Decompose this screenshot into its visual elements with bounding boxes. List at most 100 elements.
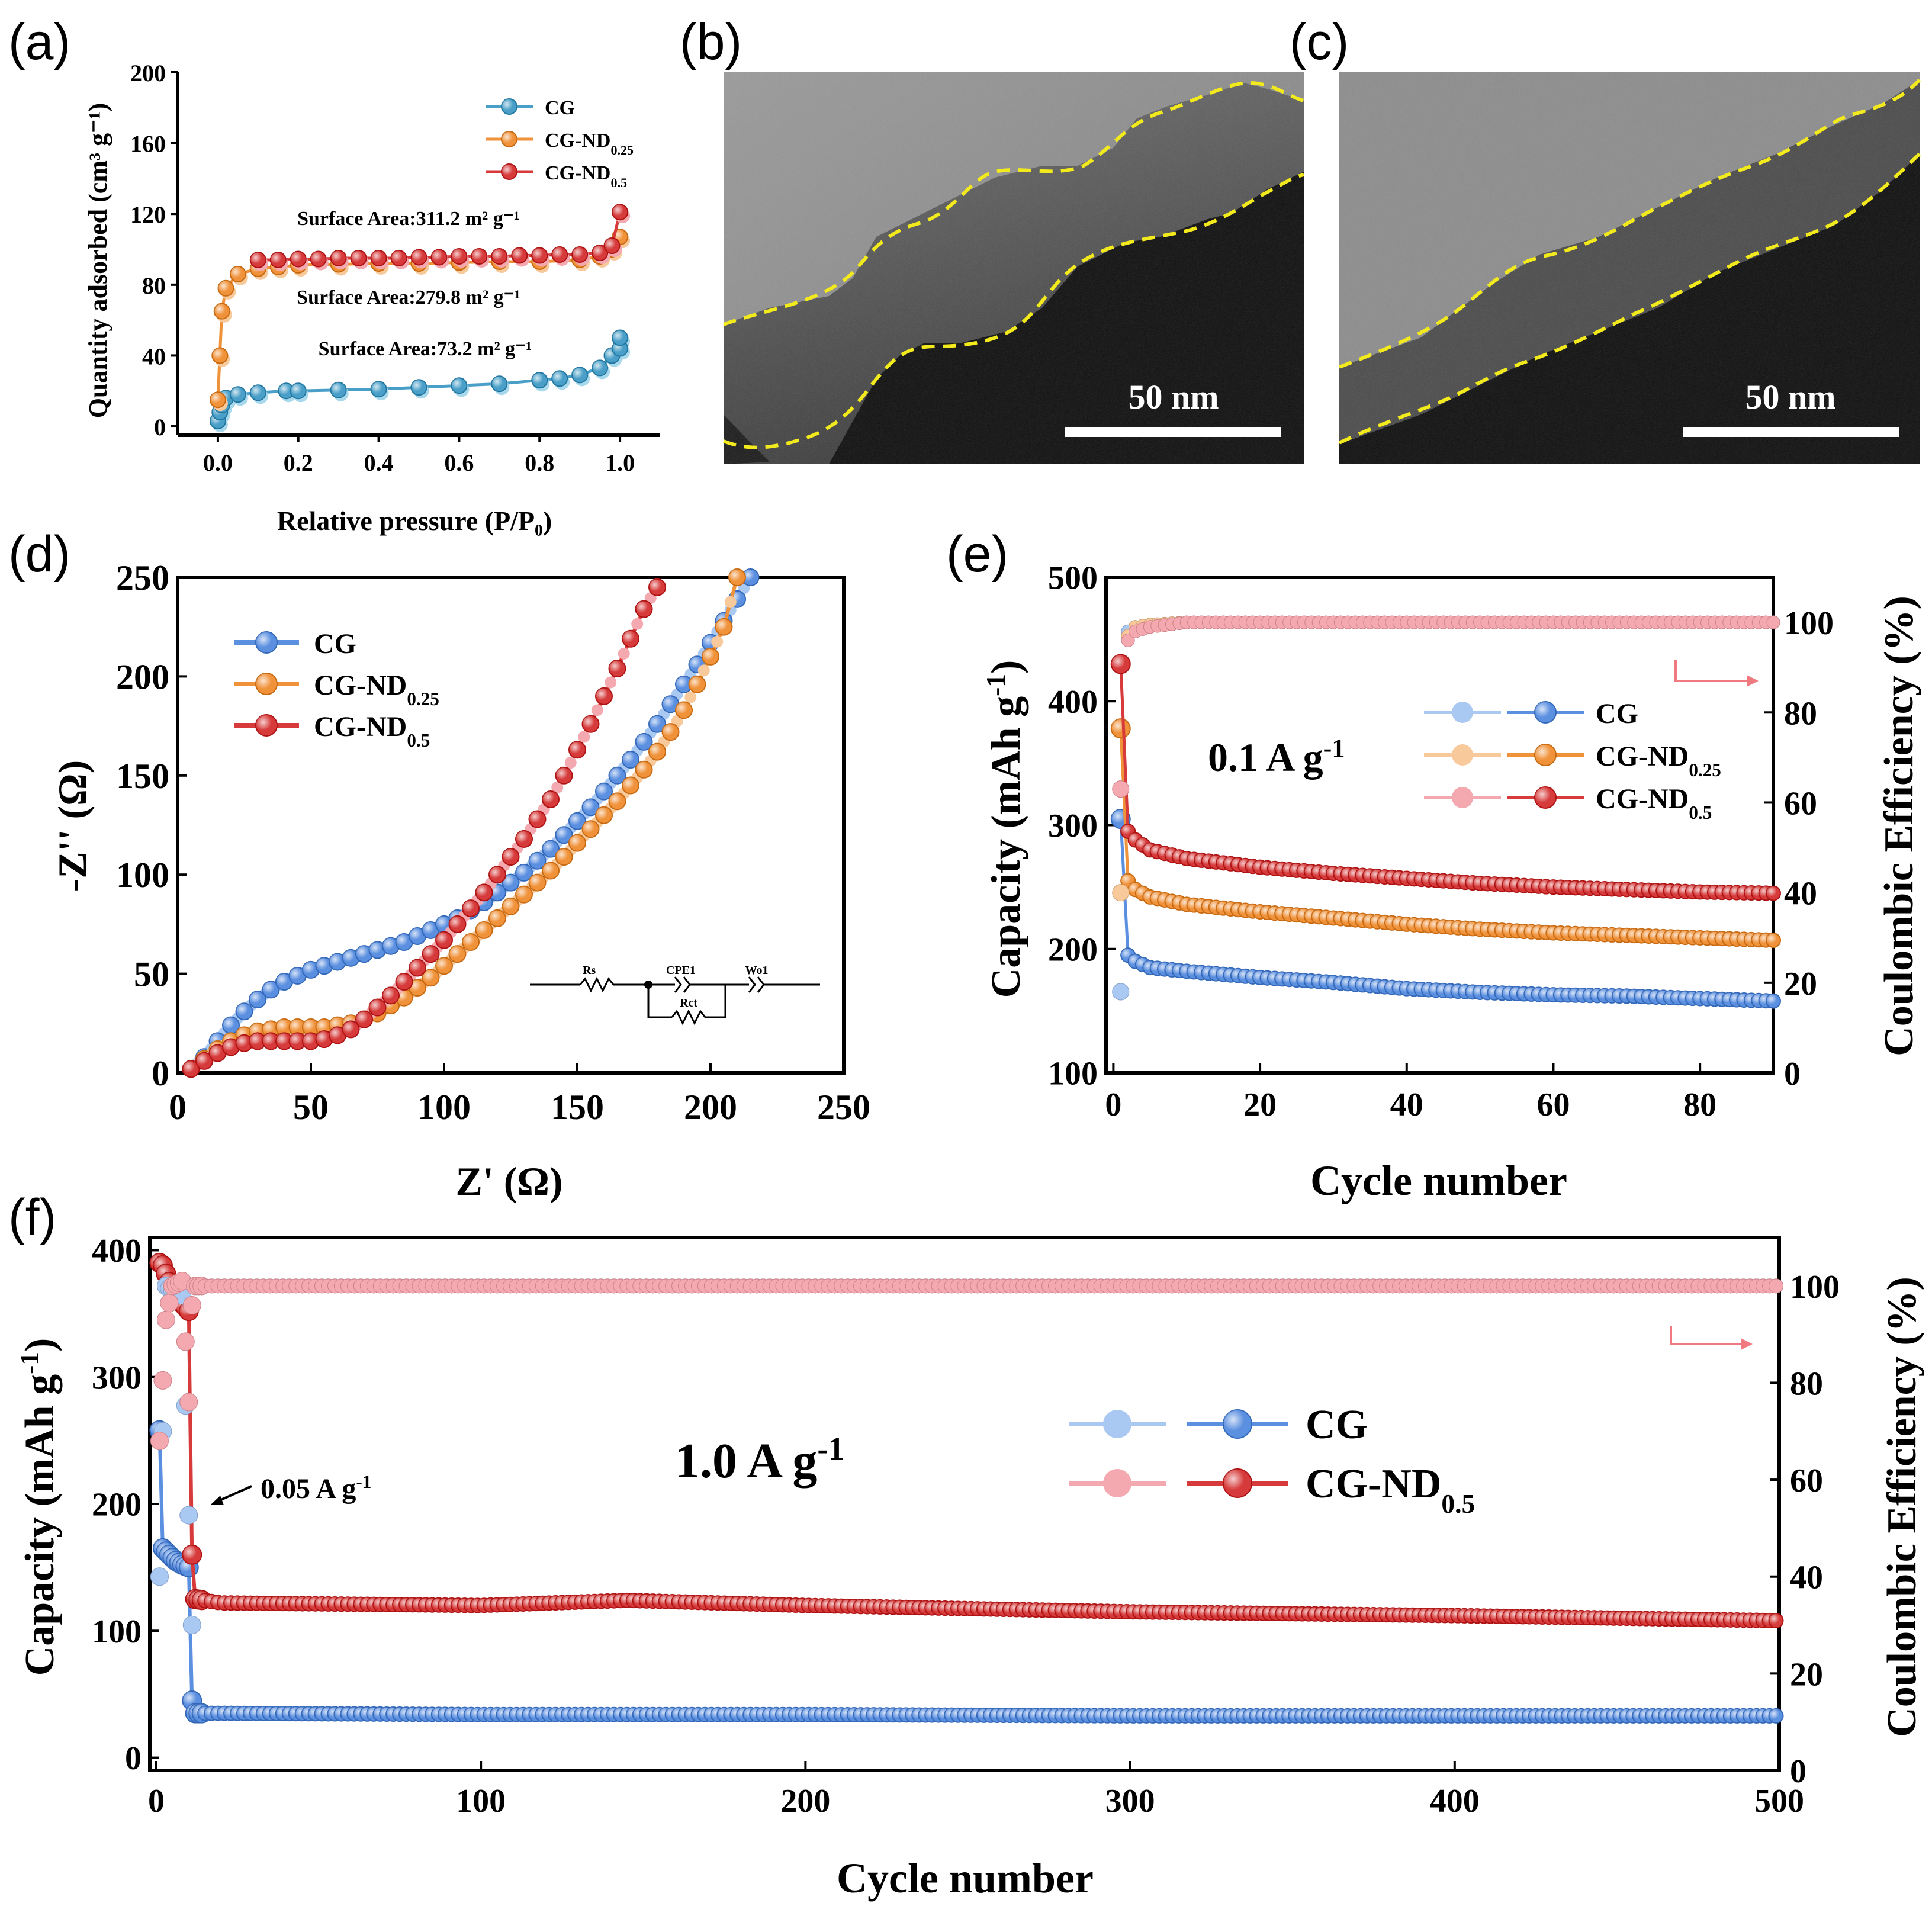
- series-marker: [491, 247, 508, 265]
- inset-label-rct: Rct: [680, 997, 697, 1010]
- panel-label-e: (e): [946, 526, 1008, 583]
- ce-marker: [160, 1293, 179, 1312]
- x-tick-label: 40: [1390, 1087, 1423, 1123]
- x-tick-label: 0.4: [364, 449, 394, 476]
- chart-e-cycling-0-1: 0 20 40 60 80 100 200 300 400 500 0 20 40 60 80 100 Cycl…: [981, 560, 1923, 1204]
- legend-marker: [1534, 701, 1557, 724]
- x-tick-label: 200: [684, 1088, 737, 1127]
- x-tick-label: 0.2: [284, 449, 313, 476]
- series-marker: [488, 866, 506, 884]
- series-marker: [475, 921, 493, 939]
- series-marker: [211, 347, 229, 364]
- y-tick-label: 400: [92, 1233, 142, 1269]
- series-marker: [409, 927, 426, 945]
- ce-marker: [1112, 983, 1130, 1001]
- series-marker: [515, 885, 533, 904]
- series-marker: [195, 1052, 213, 1070]
- y-tick-label: 100: [92, 1613, 142, 1650]
- series-fit-point: [618, 647, 630, 660]
- y2-tick-label: 40: [1784, 876, 1817, 912]
- panel-label-c: (c): [1290, 14, 1349, 70]
- series-marker: [430, 249, 448, 266]
- series-marker: [382, 986, 400, 1005]
- y2-tick-label: 80: [1790, 1365, 1823, 1402]
- series-marker: [581, 820, 600, 838]
- x-tick-label: 0.0: [203, 449, 233, 476]
- y-tick-label: 150: [116, 757, 169, 796]
- series-marker: [370, 381, 387, 398]
- tem-b-scale-label: 50 nm: [1128, 378, 1219, 416]
- ce-marker: [182, 1296, 201, 1315]
- capacity-marker: [1127, 832, 1143, 848]
- series-marker: [370, 249, 387, 266]
- series-marker: [661, 723, 680, 741]
- ce-marker: [176, 1332, 195, 1351]
- ce-marker: [179, 1506, 198, 1525]
- series-marker: [395, 972, 413, 991]
- ce-marker: [1766, 615, 1780, 629]
- warburg-element: [748, 976, 756, 993]
- y-tick-label: 300: [1048, 808, 1098, 844]
- series-marker: [608, 792, 626, 811]
- chart-f-cycling-1-0: 0 100 200 300 400 500010020030040002040608010…: [14, 1233, 1925, 1902]
- series-marker: [635, 600, 653, 618]
- series-marker: [511, 247, 528, 264]
- y-tick-label: 80: [142, 272, 166, 299]
- series-marker: [462, 899, 480, 918]
- annotation-cg: Surface Area:73.2 m² g⁻¹: [319, 338, 532, 360]
- ce-marker: [179, 1393, 198, 1412]
- legend-marker: [1223, 1409, 1252, 1439]
- legend-marker-light: [1452, 744, 1473, 766]
- x-tick-label: 0.6: [444, 449, 474, 476]
- series-marker: [502, 873, 520, 892]
- series-marker: [355, 1010, 373, 1028]
- y2-tick-label: 0: [1790, 1753, 1806, 1790]
- series-marker: [275, 972, 293, 991]
- annotation-nd05: Surface Area:311.2 m² g⁻¹: [297, 208, 520, 230]
- series-marker: [622, 751, 639, 769]
- x-tick-label: 50: [293, 1088, 329, 1127]
- series-fit-point: [551, 781, 564, 793]
- series-marker: [608, 660, 626, 678]
- ce-marker: [156, 1310, 175, 1329]
- plot-frame: [148, 1236, 1781, 1772]
- series-marker: [622, 629, 639, 648]
- series-marker: [675, 701, 693, 719]
- capacity-marker: [1766, 993, 1781, 1009]
- y-tick-label: 0: [152, 1054, 169, 1093]
- series-marker: [555, 766, 573, 785]
- x-tick-label: 1.0: [605, 449, 635, 476]
- ce-marker: [182, 1616, 201, 1635]
- series-marker: [249, 384, 266, 401]
- series-marker: [648, 715, 666, 733]
- tem-b-outline-top: [722, 81, 1304, 326]
- series-marker: [222, 1016, 240, 1034]
- y-tick-label: 100: [116, 856, 169, 895]
- series-fit-point: [564, 757, 577, 769]
- series-marker: [262, 1032, 280, 1050]
- legend-label: CG-ND0.25: [314, 670, 439, 709]
- series-marker: [568, 812, 586, 830]
- series-marker: [515, 830, 533, 848]
- series-marker: [409, 979, 426, 997]
- ce-axis-arrow: [1670, 1326, 1741, 1345]
- series-marker: [542, 840, 560, 858]
- series-fit-point: [697, 664, 710, 677]
- tem-b-outline-bottom: [722, 173, 1304, 449]
- series-fit-point: [591, 704, 603, 716]
- series-marker: [531, 372, 548, 389]
- series-marker: [422, 945, 440, 963]
- x-tick-label: 100: [456, 1783, 506, 1820]
- series-marker: [235, 1002, 253, 1021]
- tem-b-scalebar: [1065, 427, 1281, 437]
- y-tick-label: 0: [154, 414, 166, 441]
- y2-tick-label: 100: [1784, 605, 1834, 642]
- series-marker: [688, 675, 706, 693]
- y-tick-label: 160: [130, 131, 166, 157]
- ce-marker: [1769, 1278, 1784, 1294]
- x-tick-label: 100: [417, 1088, 471, 1127]
- y2-tick-label: 0: [1784, 1056, 1801, 1092]
- legend-marker: [501, 163, 517, 180]
- x-tick-label: 250: [817, 1088, 870, 1127]
- series-marker: [350, 249, 367, 266]
